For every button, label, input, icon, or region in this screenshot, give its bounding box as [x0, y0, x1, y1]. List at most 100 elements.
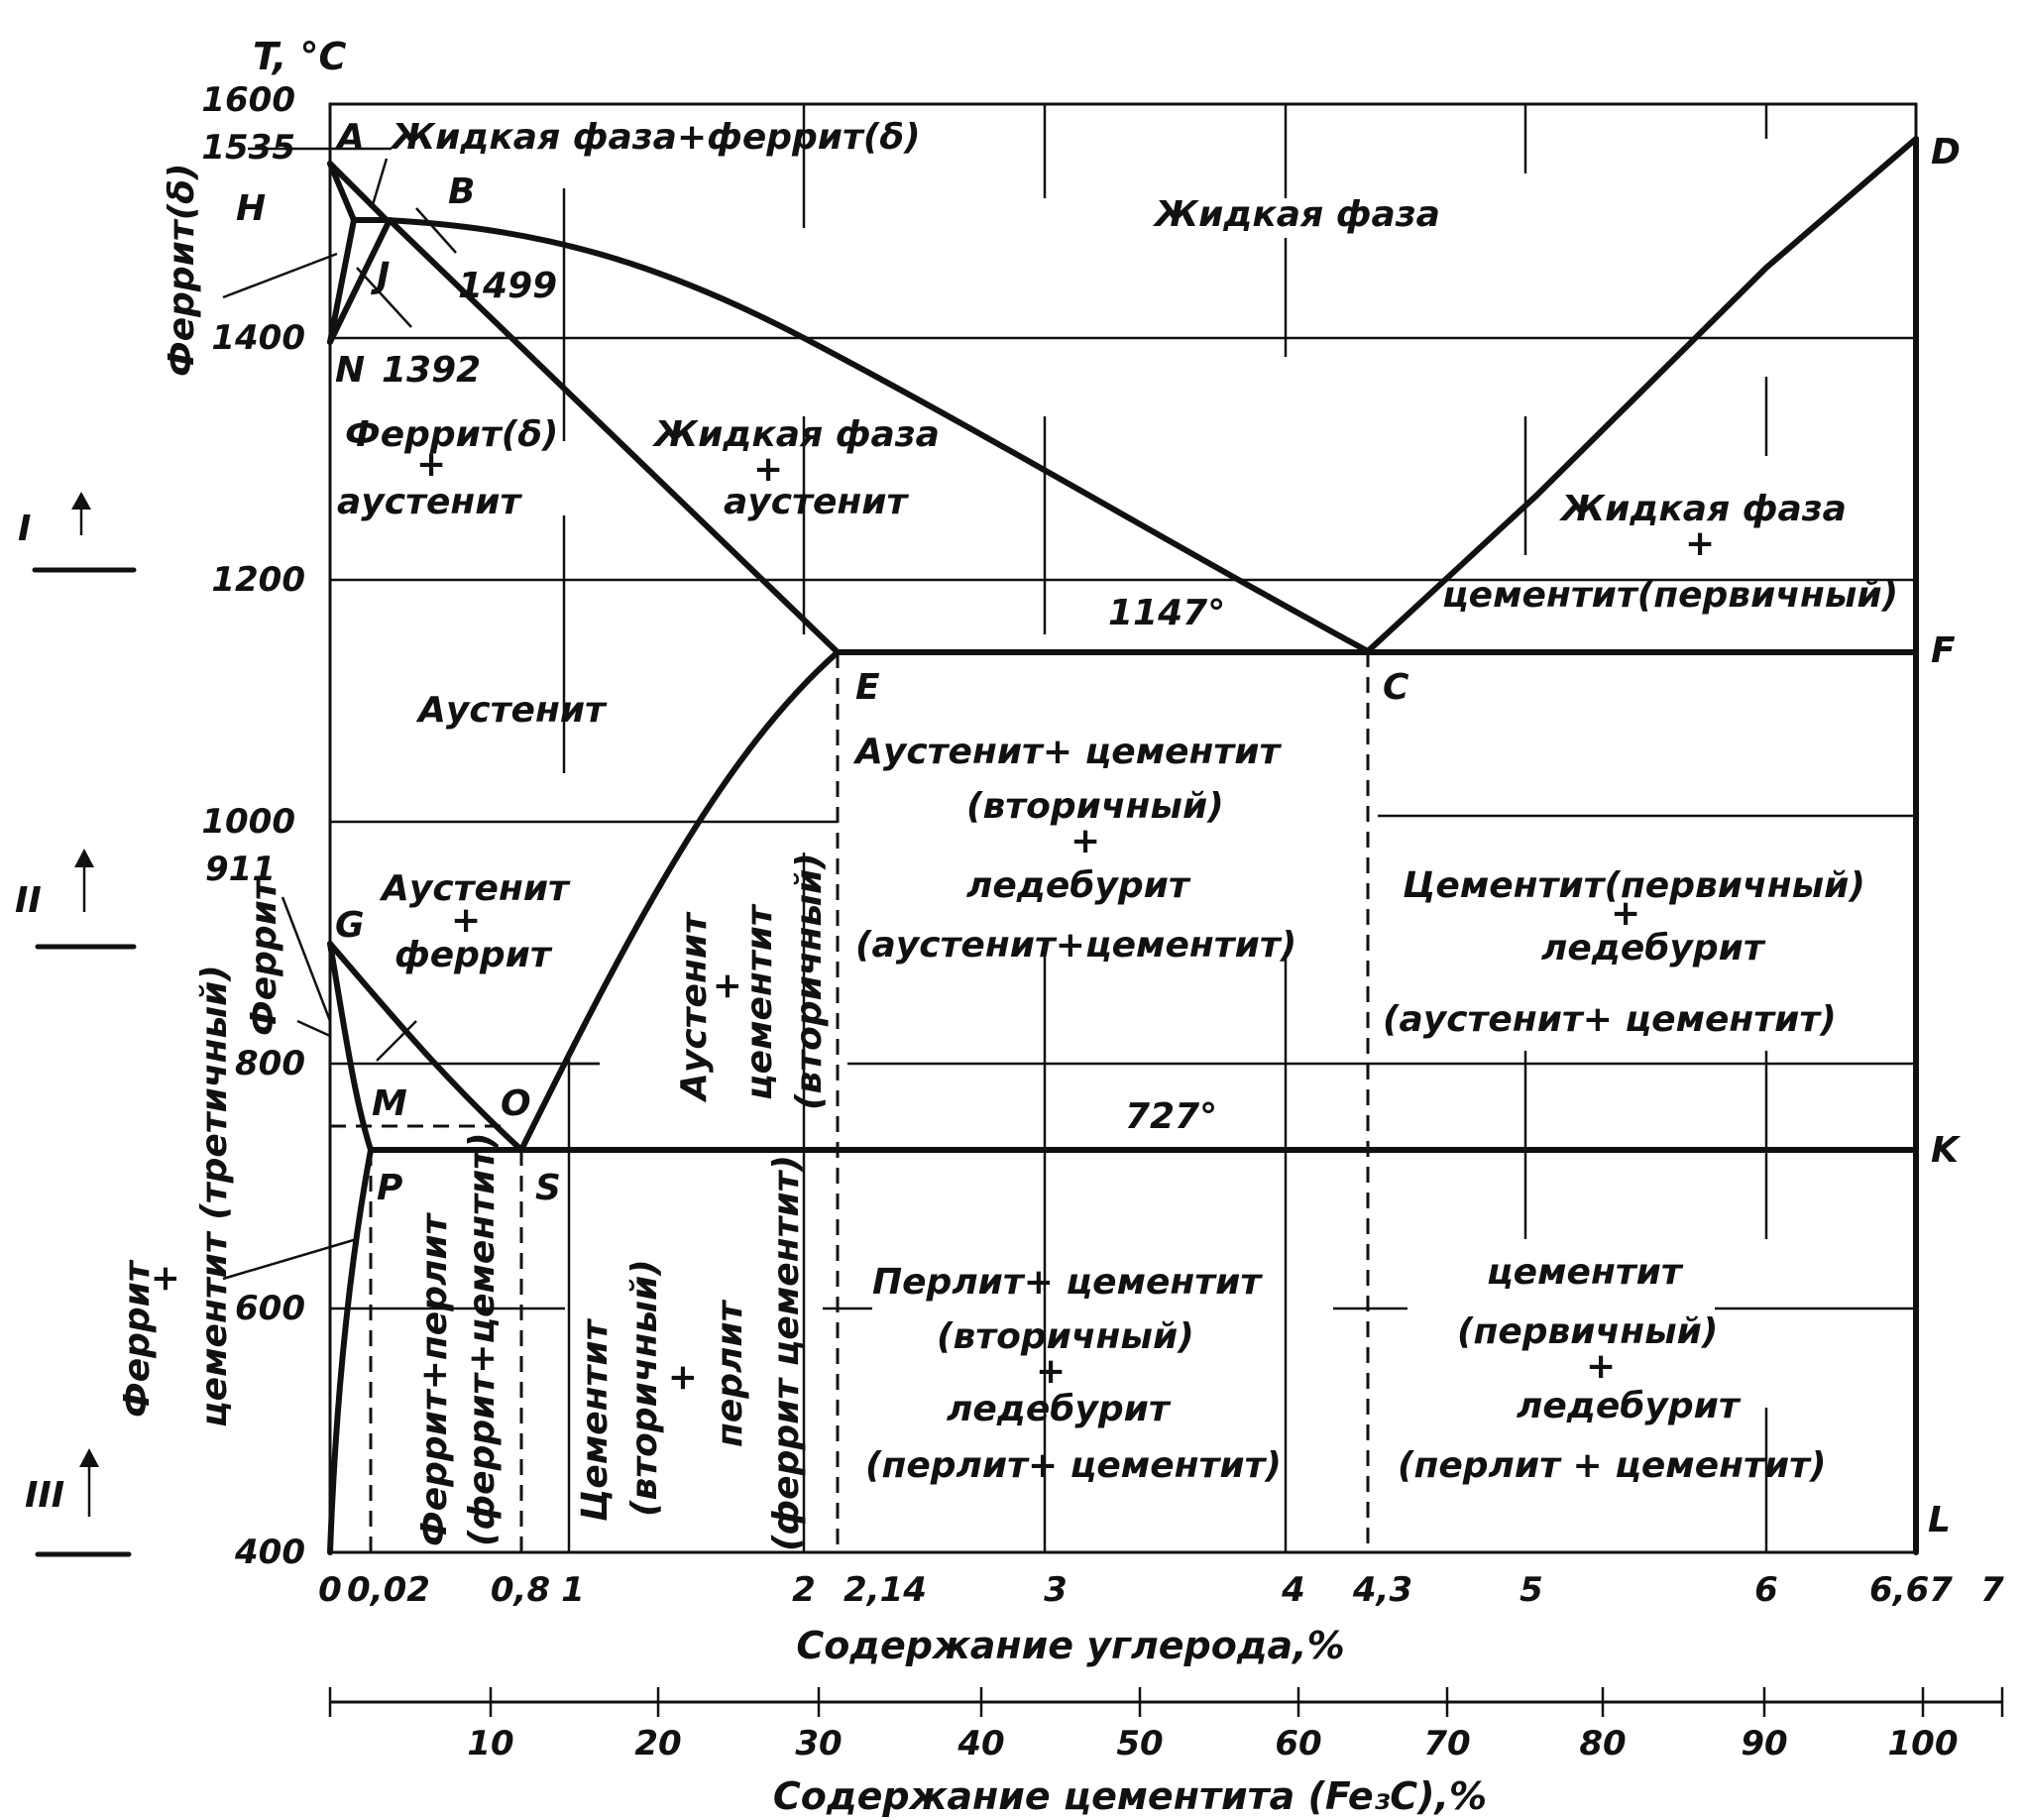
- x2-tick-90: 90: [1741, 1724, 1787, 1763]
- region-delta-austenite-plus: +: [416, 444, 446, 485]
- side-mark-III: III: [25, 1475, 64, 1516]
- region-aust-ferrite-2: феррит: [394, 935, 553, 975]
- region-perl-cem-led-4: (перлит+ цементит): [865, 1445, 1282, 1486]
- x2-tick-100: 100: [1888, 1724, 1959, 1763]
- temp-1392: 1392: [382, 350, 481, 391]
- region-aust-cem-led-3: ледебурит: [966, 865, 1191, 906]
- point-D: D: [1931, 132, 1961, 172]
- x-tick-7: 7: [1980, 1570, 2004, 1610]
- region-liquid-cementite-2: цементит(первичный): [1442, 575, 1898, 616]
- x-tick-6: 6: [1754, 1570, 1778, 1610]
- region-cem-led-1: Цементит(первичный): [1403, 865, 1865, 906]
- point-J: J: [371, 256, 390, 296]
- region-liquid-cementite-1: Жидкая фаза: [1558, 489, 1847, 529]
- region-aust-cem-led-2: (вторичный): [966, 786, 1224, 827]
- region-ferrite-cem3-plus: +: [145, 1264, 185, 1294]
- side-mark-I: I: [18, 509, 31, 549]
- x2-tick-50: 50: [1116, 1724, 1163, 1763]
- y-tick-1535: 1535: [201, 128, 295, 168]
- x2-tick-20: 20: [634, 1724, 681, 1763]
- point-H: Н: [236, 188, 266, 229]
- region-ferrite-side: Феррит: [244, 877, 284, 1036]
- region-aust-cem-led-1: Аустенит+ цементит: [852, 732, 1283, 772]
- region-cem-led-low-plus: +: [1586, 1346, 1616, 1387]
- region-liquid-austenite-1: Жидкая фаза: [651, 414, 940, 455]
- point-P: P: [377, 1168, 402, 1208]
- point-N: N: [335, 350, 365, 391]
- point-B: B: [448, 171, 475, 212]
- x-tick-0.8: 0,8: [491, 1570, 550, 1610]
- y-tick-1200: 1200: [211, 560, 305, 600]
- x-tick-6.67: 6,67: [1869, 1570, 1953, 1610]
- y-tick-1000: 1000: [201, 802, 295, 842]
- horizontal-gridlines: [330, 336, 1916, 1310]
- y-tick-600: 600: [235, 1289, 305, 1328]
- x2-axis-label: Содержание цементита (Fe₃C),%: [773, 1774, 1487, 1818]
- region-ferrite-cem3-1: Феррит: [117, 1259, 158, 1418]
- x-tick-2: 2: [792, 1570, 816, 1610]
- y-tick-800: 800: [235, 1044, 305, 1083]
- region-aust-cem-vert-1: Аустенит: [674, 911, 715, 1103]
- point-G: G: [335, 905, 365, 946]
- point-E: E: [855, 667, 880, 708]
- point-O: O: [501, 1083, 531, 1124]
- liquidus-AB: [327, 161, 390, 223]
- x2-tick-80: 80: [1579, 1724, 1626, 1763]
- region-cem-pearlite-1: Цементит: [575, 1317, 616, 1522]
- region-cem-led-low-2: (первичный): [1457, 1311, 1718, 1352]
- region-ferrite-pearlite-1: Феррит+перлит: [414, 1211, 455, 1546]
- x2-tick-60: 60: [1275, 1724, 1321, 1763]
- region-aust-cem-vert-2: цементит: [739, 903, 780, 1100]
- point-K: K: [1931, 1130, 1962, 1171]
- region-aust-cem-vert-plus: +: [707, 971, 747, 1001]
- y-tick-400: 400: [234, 1533, 305, 1572]
- region-labels: Жидкая фаза+феррит(δ) Жидкая фаза Феррит…: [117, 117, 1898, 1551]
- point-L: L: [1928, 1500, 1951, 1540]
- region-liquid-cementite-plus: +: [1685, 523, 1715, 564]
- x-tick-4: 4: [1281, 1570, 1305, 1610]
- y-tick-911: 911: [205, 850, 276, 889]
- region-cem-pearlite-3: перлит: [710, 1299, 750, 1447]
- solidus-AH: [327, 161, 357, 223]
- temp-727: 727°: [1125, 1096, 1217, 1137]
- temperature-labels: 1499 1392 1147° 727°: [382, 266, 1225, 1137]
- x-axis-label: Содержание углерода,%: [796, 1624, 1344, 1667]
- region-delta-ferrite-side: Феррит(δ): [162, 164, 202, 377]
- temp-1499: 1499: [458, 266, 557, 306]
- line-GS: [327, 941, 524, 1153]
- region-ferrite-pearlite-2: (феррит+цементит): [462, 1132, 503, 1546]
- region-liquid-austenite-2: аустенит: [724, 482, 909, 522]
- cementite-axis: [328, 1687, 2004, 1717]
- line-GP: [327, 941, 374, 1153]
- region-ferrite-cem3-2: цементит (третичный): [194, 965, 235, 1427]
- x2-tick-70: 70: [1423, 1724, 1470, 1763]
- region-aust-cem-vert-3: (вторичный): [789, 853, 830, 1110]
- region-cem-led-low-1: цементит: [1487, 1252, 1684, 1293]
- liquidus-CD: [1365, 136, 1919, 654]
- x-tick-1: 1: [561, 1570, 585, 1610]
- region-perl-cem-led-2: (вторичный): [937, 1316, 1194, 1357]
- solidus-JE: [387, 217, 841, 655]
- x-tick-0.02: 0,02: [347, 1570, 430, 1610]
- region-cem-pearlite-4: (феррит цементит): [766, 1155, 807, 1551]
- region-cem-led-low-3: ледебурит: [1517, 1386, 1742, 1426]
- point-F: F: [1931, 630, 1956, 671]
- line-HN: [327, 217, 357, 345]
- phase-boundaries: [327, 136, 1919, 1555]
- region-perl-cem-led-1: Перлит+ цементит: [872, 1262, 1263, 1303]
- region-liquid-delta: Жидкая фаза+феррит(δ): [389, 117, 921, 158]
- region-aust-cem-led-4: (аустенит+цементит): [855, 925, 1296, 966]
- x-tick-5: 5: [1520, 1570, 1543, 1610]
- liquidus-BC: [384, 217, 1371, 654]
- region-aust-cem-led-plus: +: [1070, 821, 1100, 861]
- point-labels: A B Н J N D E C F G M O P S K L: [236, 117, 1962, 1540]
- region-aust-ferrite-1: Аустенит: [379, 868, 571, 909]
- dashed-lines: [330, 651, 1370, 1552]
- region-perl-cem-led-3: ледебурит: [947, 1389, 1172, 1429]
- cementite-axis-ticks: 10 20 30 40 50 60 70 80 90 100: [467, 1724, 1958, 1763]
- x2-tick-10: 10: [467, 1724, 513, 1763]
- region-cem-led-3: (аустенит+ цементит): [1383, 999, 1837, 1040]
- leader-lines: [222, 147, 600, 1281]
- x-tick-2.14: 2,14: [844, 1570, 927, 1610]
